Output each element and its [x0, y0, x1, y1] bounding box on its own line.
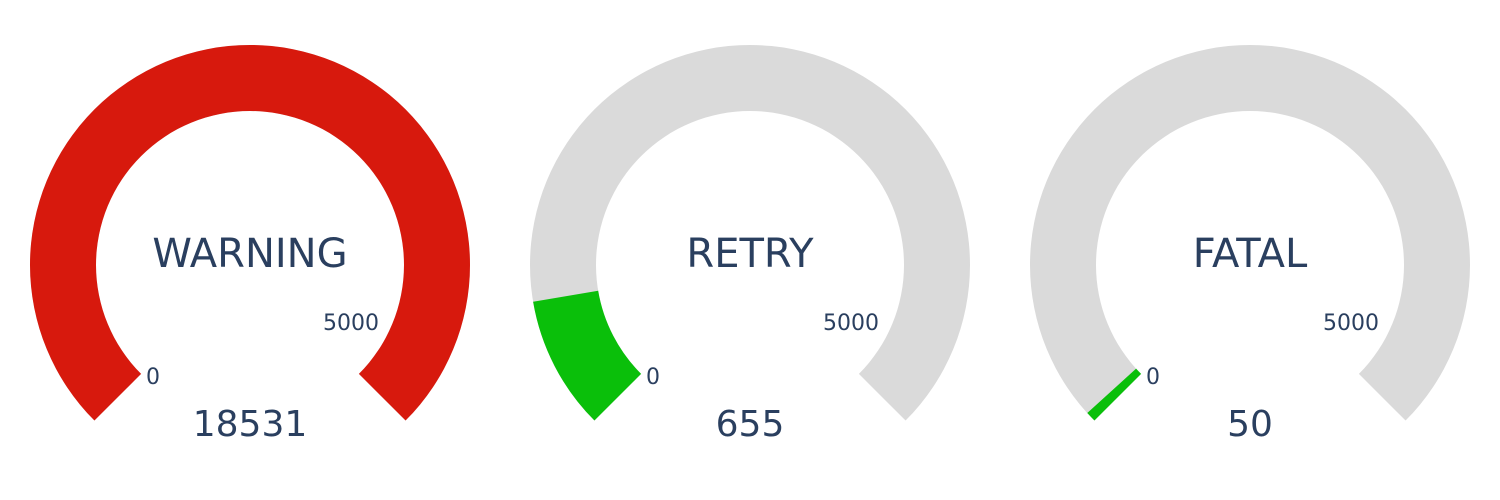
gauge-value-label: 18531: [193, 404, 308, 445]
gauge-track: [530, 44, 970, 421]
gauge-title: FATAL: [1193, 231, 1308, 277]
gauge-min-tick-label: 0: [1146, 365, 1160, 390]
gauge-bar: [1087, 368, 1142, 421]
gauge-title: RETRY: [686, 231, 814, 277]
gauge-bar: [30, 44, 470, 421]
gauge-max-tick-label: 5000: [323, 311, 379, 336]
gauge-track: [1030, 44, 1470, 421]
gauge-value-label: 655: [716, 404, 785, 445]
gauge-min-tick-label: 0: [146, 365, 160, 390]
gauge-min-tick-label: 0: [646, 365, 660, 390]
gauge-retry: RETRY 0 5000 655: [530, 44, 970, 445]
gauge-max-tick-label: 5000: [1323, 311, 1379, 336]
gauge-title: WARNING: [152, 231, 347, 277]
gauge-max-tick-label: 5000: [823, 311, 879, 336]
gauge-fatal: FATAL 0 5000 50: [1030, 44, 1470, 445]
gauge-warning: WARNING 0 5000 18531: [30, 44, 470, 445]
gauge-value-label: 50: [1227, 404, 1273, 445]
gauge-bar: [533, 290, 642, 421]
